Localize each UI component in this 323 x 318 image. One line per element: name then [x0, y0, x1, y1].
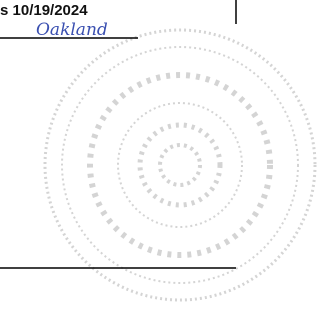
embossed-seal — [45, 30, 315, 300]
handwritten-county: Oakland — [36, 20, 108, 40]
seal-and-lines — [0, 0, 323, 318]
notary-expiration: s 10/19/2024 — [0, 2, 88, 19]
page: s 10/19/2024 Oakland (() => { const data… — [0, 0, 323, 318]
